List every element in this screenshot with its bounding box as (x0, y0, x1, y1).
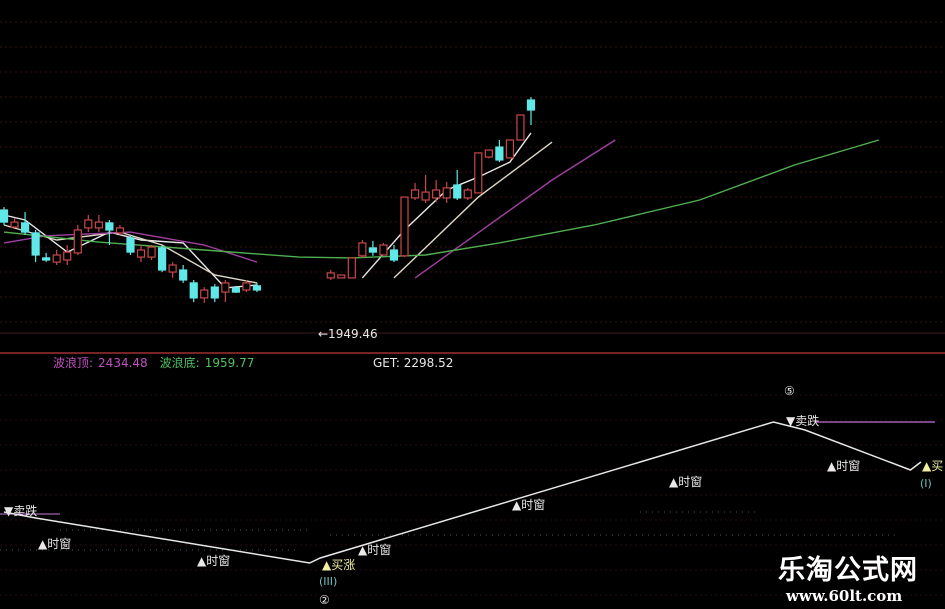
time-window-signal: ▲时窗 (197, 554, 231, 568)
time-window-signal: ▲时窗 (669, 475, 703, 489)
wave-top: 波浪顶: 2434.48 (53, 357, 148, 370)
candle-down (179, 269, 188, 281)
moving-average-line (3, 139, 880, 259)
moving-average-line (414, 139, 616, 279)
candle-down (526, 99, 536, 111)
candle-down (42, 257, 51, 261)
candle-down (389, 249, 399, 261)
candle-up (147, 246, 156, 258)
candle-up (432, 189, 441, 199)
get-value: GET: 2298.52 (373, 356, 454, 370)
wave-number-2: ② (319, 593, 330, 607)
wave-top-value: 2434.48 (98, 356, 148, 370)
candle-down (495, 146, 504, 161)
candle-down (189, 282, 198, 299)
candle-down (31, 232, 40, 256)
candle-up (242, 282, 251, 291)
candle-up (115, 227, 125, 234)
wave-indicator (0, 421, 935, 564)
wave-count-3: (III) (319, 575, 338, 588)
candle-up (94, 221, 103, 229)
candle-down (210, 286, 219, 299)
candle-up (484, 149, 493, 158)
candle-up (410, 189, 420, 199)
candle-up (463, 189, 472, 199)
wave-count-1: (I) (920, 477, 932, 490)
moving-average-line (3, 214, 258, 289)
candle-down (126, 237, 135, 253)
low-marker: ←1949.46 (318, 327, 378, 341)
wave-info-bar: 波浪顶: 2434.48 波浪底: 1959.77 (53, 357, 254, 370)
time-window-signal: ▲时窗 (38, 537, 72, 551)
time-window-signal: ▲时窗 (512, 498, 546, 512)
candle-down (158, 247, 167, 271)
sell-signal: ▼卖跌 (786, 414, 820, 428)
candle-up (505, 139, 515, 159)
candle-down (0, 209, 9, 223)
candle-up (347, 257, 356, 279)
candle-up (73, 229, 82, 254)
grid-lines (0, 21, 945, 596)
buy-signal: ▲买 (922, 459, 944, 473)
candle-up (136, 249, 146, 258)
candle-up (52, 254, 61, 263)
sell-signal: ▼卖跌 (4, 504, 38, 518)
wave-number-5: ⑤ (784, 384, 795, 398)
candle-down (20, 222, 30, 233)
candle-up (358, 242, 367, 257)
candle-up (84, 219, 93, 229)
candle-down (368, 247, 377, 253)
candle-up (337, 274, 346, 279)
candles (0, 97, 536, 303)
candle-up (379, 244, 388, 256)
watermark-url: www.60lt.com (786, 587, 903, 605)
candle-up (516, 114, 525, 141)
time-window-signal: ▲时窗 (827, 459, 861, 473)
candle-up (421, 191, 430, 201)
buy-signal: ▲买涨 (322, 558, 356, 572)
moving-average-lines (3, 132, 880, 289)
candle-up (221, 282, 230, 293)
time-window-signal: ▲时窗 (358, 543, 392, 557)
wave-line (3, 421, 922, 564)
wave-top-label: 波浪顶: (53, 356, 94, 370)
wave-bottom-label: 波浪底: (159, 356, 200, 370)
candle-up (442, 187, 451, 199)
candle-up (10, 221, 19, 228)
candle-up (326, 272, 335, 279)
candle-down (252, 285, 262, 291)
candle-down (231, 287, 240, 293)
moving-average-line (3, 224, 258, 284)
candle-down (453, 184, 462, 199)
wave-bottom: 波浪底: 1959.77 (160, 357, 255, 370)
moving-average-line (393, 141, 553, 279)
wave-bottom-value: 1959.77 (204, 356, 255, 370)
watermark-name: 乐淘公式网 (778, 555, 918, 586)
candle-up (168, 264, 177, 273)
candle-up (474, 152, 483, 194)
candle-up (63, 251, 72, 261)
candle-down (105, 222, 114, 231)
candle-up (400, 196, 409, 257)
candle-up (200, 289, 209, 299)
